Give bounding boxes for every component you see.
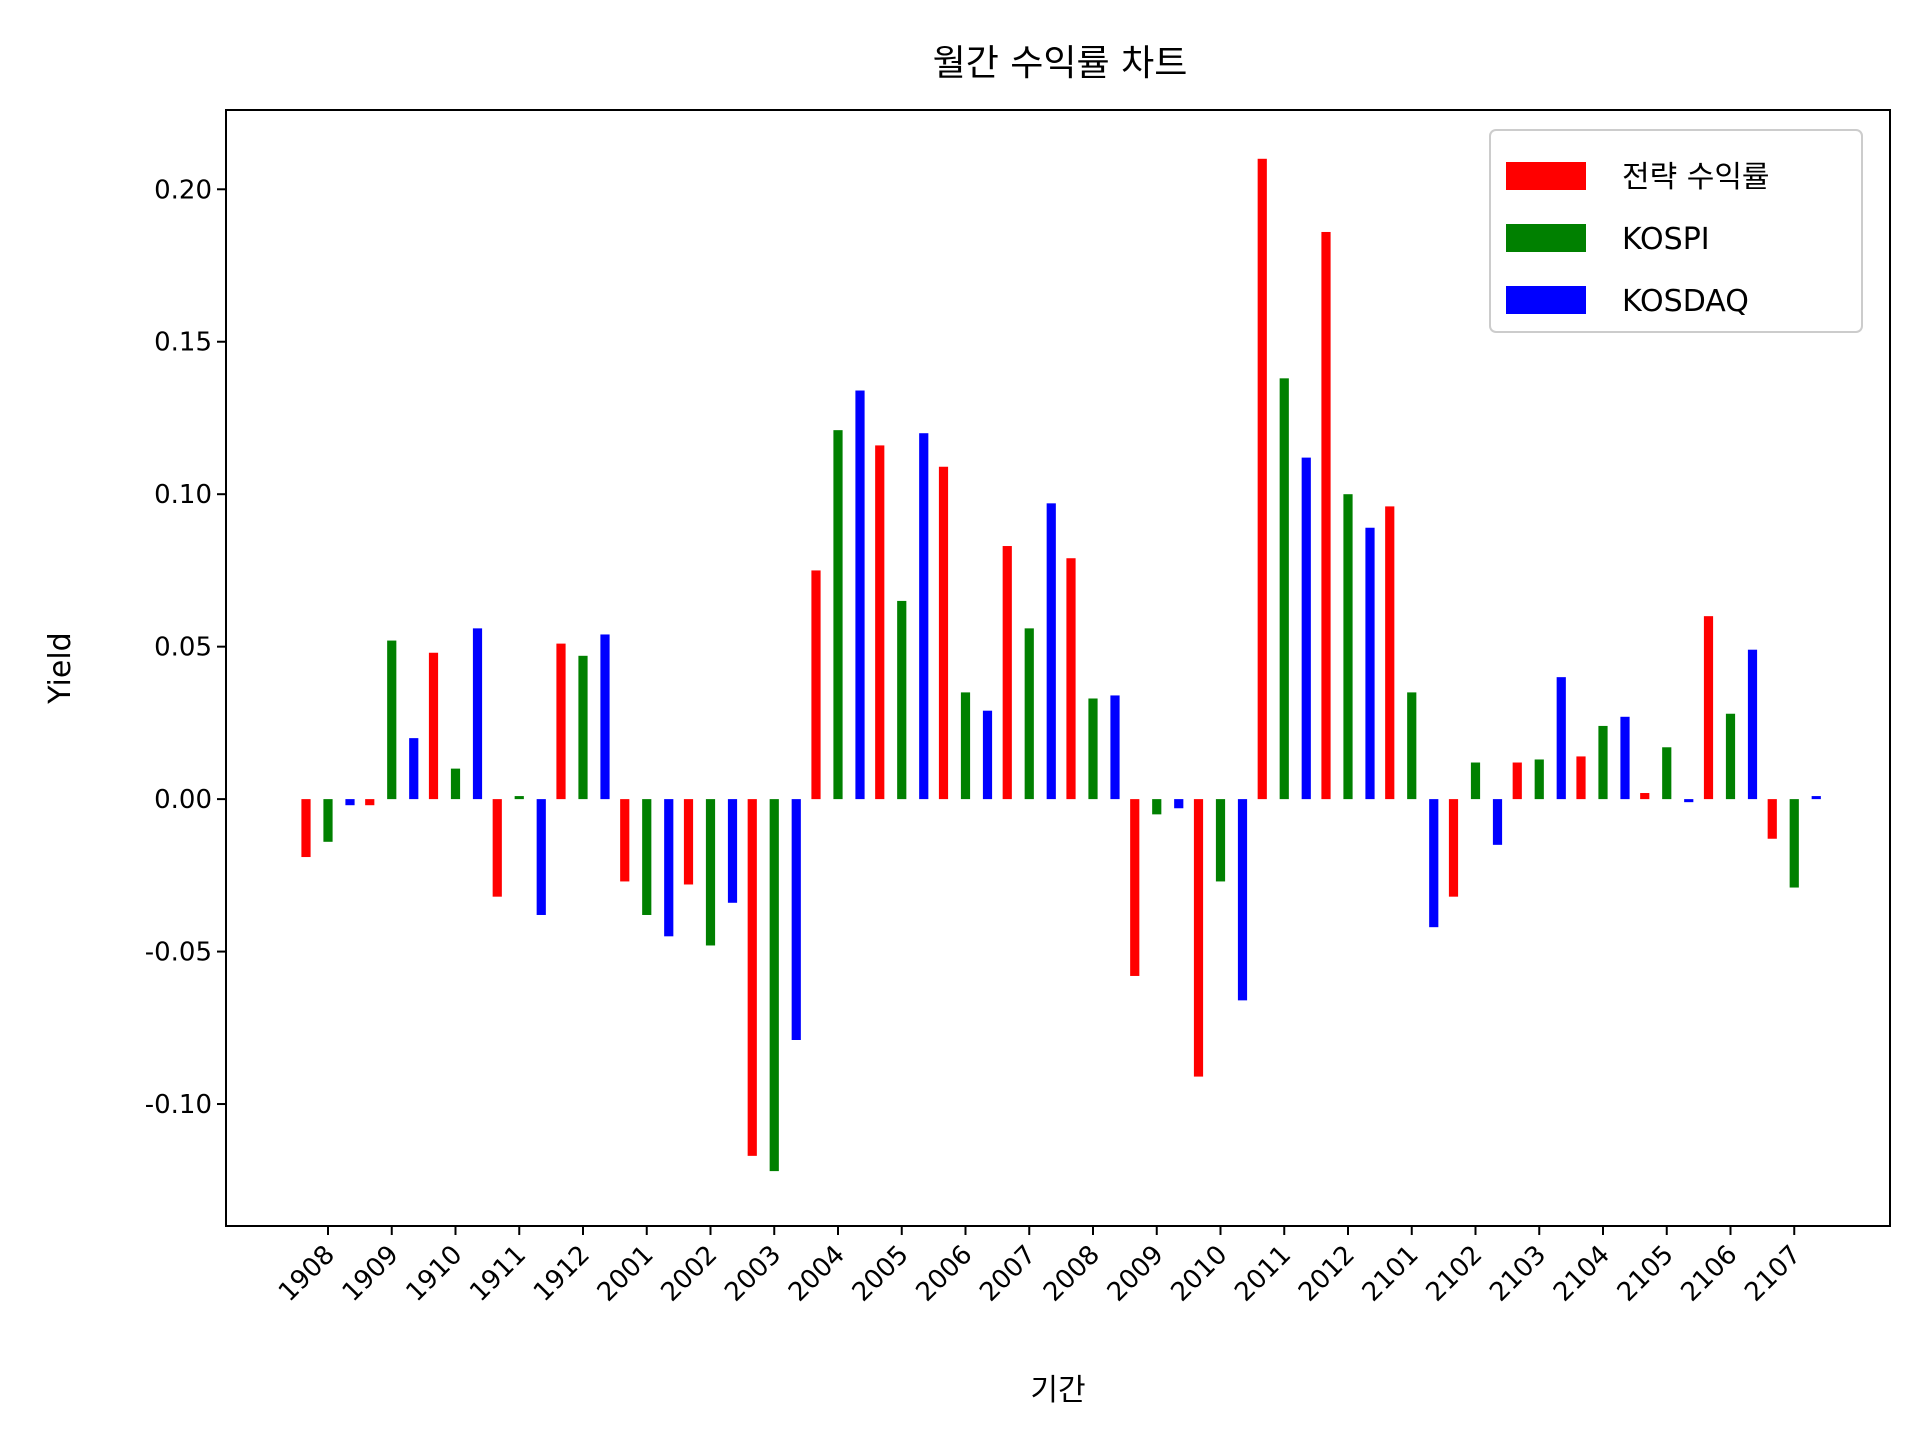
bar-kospi-2102 bbox=[1470, 762, 1481, 800]
bar-kospi-2106 bbox=[1725, 713, 1736, 800]
bar-kospi-2005 bbox=[897, 600, 907, 800]
bar-kosdaq-2003 bbox=[791, 799, 801, 1040]
bar-kospi-1908 bbox=[323, 799, 333, 842]
legend-label: KOSPI bbox=[1622, 222, 1710, 257]
legend-swatch bbox=[1506, 162, 1586, 190]
legend-label: 전략 수익률 bbox=[1622, 160, 1770, 195]
bar-kosdaq-2012 bbox=[1365, 527, 1375, 800]
plot-frame bbox=[225, 109, 1891, 1227]
bar-strategy-2104 bbox=[1576, 756, 1586, 800]
bar-kosdaq-2107 bbox=[1811, 796, 1821, 800]
bar-kospi-2008 bbox=[1088, 698, 1098, 800]
bar-strategy-2005 bbox=[875, 445, 885, 800]
bar-kosdaq-2009 bbox=[1174, 799, 1184, 809]
bar-strategy-1911 bbox=[492, 799, 502, 897]
bar-strategy-2004 bbox=[811, 570, 821, 800]
bar-strategy-2012 bbox=[1321, 231, 1331, 800]
bar-strategy-2009 bbox=[1130, 799, 1140, 976]
bar-strategy-2106 bbox=[1703, 616, 1714, 800]
bar-kosdaq-2002 bbox=[727, 799, 738, 903]
bar-kosdaq-2101 bbox=[1429, 799, 1439, 928]
bar-kosdaq-2103 bbox=[1556, 677, 1566, 800]
y-tick-label: -0.05 bbox=[145, 938, 212, 968]
y-tick-label: 0.05 bbox=[154, 633, 212, 663]
legend-swatch bbox=[1506, 286, 1586, 314]
bar-kospi-2004 bbox=[833, 430, 843, 800]
bar-kospi-2103 bbox=[1534, 759, 1544, 800]
bar-strategy-2001 bbox=[620, 799, 630, 882]
bar-kosdaq-2007 bbox=[1046, 503, 1056, 800]
bar-kospi-1912 bbox=[578, 655, 588, 800]
y-tick-label: 0.00 bbox=[154, 785, 212, 815]
bar-kospi-2011 bbox=[1279, 378, 1289, 800]
legend-swatch bbox=[1506, 224, 1586, 252]
bar-kosdaq-2106 bbox=[1747, 649, 1758, 800]
bar-kospi-2002 bbox=[705, 799, 716, 946]
bar-kospi-2105 bbox=[1662, 747, 1672, 800]
bar-kosdaq-1911 bbox=[536, 799, 546, 915]
bar-kosdaq-2006 bbox=[982, 710, 993, 800]
bar-kosdaq-2001 bbox=[664, 799, 674, 937]
bar-kosdaq-1910 bbox=[472, 628, 483, 800]
bar-strategy-2107 bbox=[1767, 799, 1777, 839]
bar-kospi-2006 bbox=[960, 692, 971, 800]
bar-kosdaq-2105 bbox=[1684, 799, 1694, 803]
y-tick-label: -0.10 bbox=[145, 1090, 212, 1120]
bar-kospi-2001 bbox=[642, 799, 652, 915]
bar-strategy-1912 bbox=[556, 643, 566, 800]
bar-strategy-2105 bbox=[1640, 793, 1650, 800]
bar-kospi-2009 bbox=[1152, 799, 1162, 815]
y-axis-label: Yield bbox=[43, 632, 78, 704]
chart-title: 월간 수익률 차트 bbox=[933, 43, 1188, 84]
bar-kospi-2107 bbox=[1789, 799, 1799, 888]
bar-kospi-1910 bbox=[450, 768, 461, 800]
bar-strategy-2101 bbox=[1385, 506, 1395, 800]
bar-strategy-2103 bbox=[1512, 762, 1522, 800]
bar-kosdaq-2004 bbox=[855, 390, 865, 800]
bar-kospi-1909 bbox=[387, 640, 397, 800]
bar-strategy-1909 bbox=[365, 799, 375, 806]
legend: 전략 수익률 KOSPI KOSDAQ bbox=[1489, 129, 1863, 333]
bar-kospi-2010 bbox=[1215, 799, 1226, 882]
bar-kospi-2012 bbox=[1343, 494, 1353, 800]
bar-strategy-2011 bbox=[1257, 158, 1267, 800]
bar-strategy-2008 bbox=[1066, 558, 1076, 800]
y-tick-label: 0.20 bbox=[154, 175, 212, 205]
bar-kosdaq-2102 bbox=[1492, 799, 1503, 845]
bar-kosdaq-2005 bbox=[919, 433, 929, 800]
bar-kosdaq-2010 bbox=[1237, 799, 1248, 1001]
bar-strategy-2007 bbox=[1002, 546, 1012, 800]
bar-strategy-2002 bbox=[683, 799, 694, 885]
legend-label: KOSDAQ bbox=[1622, 284, 1749, 319]
bar-kosdaq-2008 bbox=[1110, 695, 1120, 800]
y-tick-label: 0.15 bbox=[154, 328, 212, 358]
bar-strategy-1908 bbox=[301, 799, 311, 858]
bar-kosdaq-1908 bbox=[345, 799, 355, 806]
bar-kospi-1911 bbox=[514, 796, 524, 800]
bar-kosdaq-1909 bbox=[409, 738, 419, 800]
bar-kospi-2101 bbox=[1407, 692, 1417, 800]
bar-kosdaq-2011 bbox=[1301, 457, 1311, 800]
bar-kosdaq-1912 bbox=[600, 634, 610, 800]
bar-strategy-2102 bbox=[1448, 799, 1459, 897]
x-axis-label: 기간 bbox=[1030, 1373, 1085, 1408]
bar-kospi-2003 bbox=[769, 799, 779, 1172]
bar-strategy-2003 bbox=[747, 799, 757, 1156]
bar-kospi-2007 bbox=[1024, 628, 1034, 800]
bar-strategy-1910 bbox=[428, 652, 439, 800]
bar-strategy-2006 bbox=[938, 466, 949, 800]
bar-kospi-2104 bbox=[1598, 725, 1608, 800]
bar-kosdaq-2104 bbox=[1620, 716, 1630, 800]
y-tick-label: 0.10 bbox=[154, 480, 212, 510]
bar-strategy-2010 bbox=[1193, 799, 1204, 1077]
